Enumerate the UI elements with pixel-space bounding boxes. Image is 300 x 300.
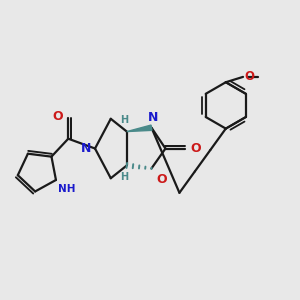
Text: H: H <box>120 115 128 125</box>
Text: N: N <box>148 110 158 124</box>
Text: O: O <box>157 172 167 186</box>
Polygon shape <box>127 125 152 132</box>
Text: N: N <box>80 142 91 155</box>
Text: O: O <box>244 70 254 83</box>
Text: NH: NH <box>58 184 75 194</box>
Text: H: H <box>120 172 128 182</box>
Text: O: O <box>190 142 201 155</box>
Text: O: O <box>52 110 63 123</box>
